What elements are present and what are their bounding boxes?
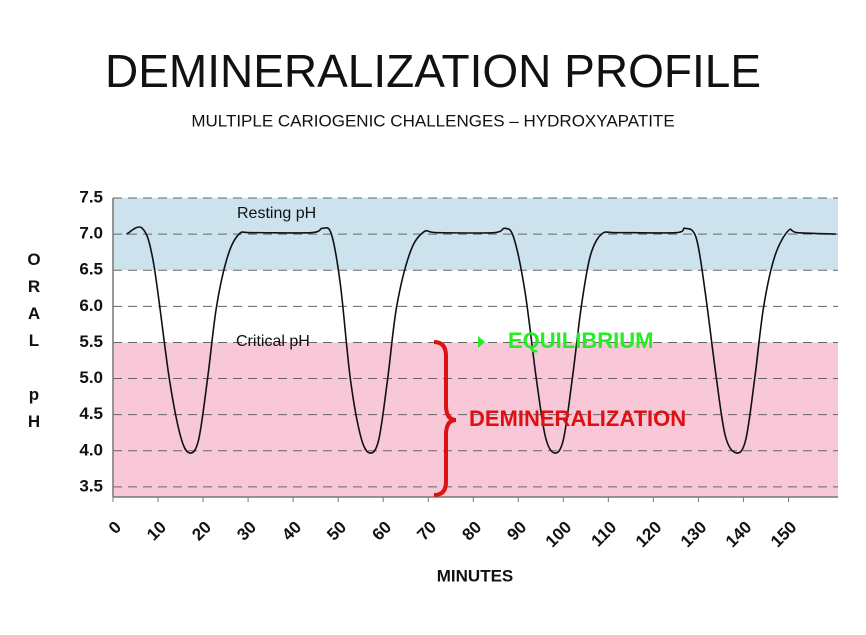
x-tick-label: 120 <box>632 518 665 551</box>
band <box>113 342 838 497</box>
x-tick-label: 110 <box>588 518 621 551</box>
x-tick-label: 140 <box>722 518 755 551</box>
x-tick-label: 40 <box>278 518 305 545</box>
y-tick-label: 4.0 <box>79 440 103 459</box>
ph-line <box>126 226 836 454</box>
x-axis-label: MINUTES <box>437 566 514 585</box>
x-tick-label: 10 <box>143 518 170 545</box>
x-tick-label: 0 <box>105 518 125 538</box>
y-tick-label: 5.0 <box>79 368 103 387</box>
x-tick-label: 30 <box>233 518 260 545</box>
x-tick-label: 80 <box>458 518 485 545</box>
band-label: Critical pH <box>236 333 310 350</box>
x-tick-label: 20 <box>188 518 215 545</box>
x-tick-label: 150 <box>767 518 800 551</box>
x-tick-label: 50 <box>323 518 350 545</box>
arrow <box>478 336 485 348</box>
band-label: Resting pH <box>237 205 316 222</box>
x-tick-label: 60 <box>368 518 395 545</box>
annotation: EQUILIBRIUM <box>508 328 653 353</box>
y-tick-label: 7.0 <box>79 224 103 243</box>
chart-title: DEMINERALIZATION PROFILE <box>105 45 761 97</box>
y-tick-label: 7.5 <box>79 187 103 206</box>
y-axis-label: ORAL pH <box>25 250 44 439</box>
x-tick-label: 90 <box>503 518 530 545</box>
y-tick-label: 3.5 <box>79 476 103 495</box>
x-tick-label: 130 <box>677 518 710 551</box>
brace <box>433 340 457 497</box>
annotation: DEMINERALIZATION <box>469 406 686 431</box>
y-tick-label: 4.5 <box>79 404 103 423</box>
x-tick-label: 100 <box>542 518 575 551</box>
chart-subtitle: MULTIPLE CARIOGENIC CHALLENGES – HYDROXY… <box>191 111 674 130</box>
y-tick-label: 6.0 <box>79 296 103 315</box>
y-tick-label: 5.5 <box>79 332 103 351</box>
x-tick-label: 70 <box>413 518 440 545</box>
y-tick-label: 6.5 <box>79 260 103 279</box>
